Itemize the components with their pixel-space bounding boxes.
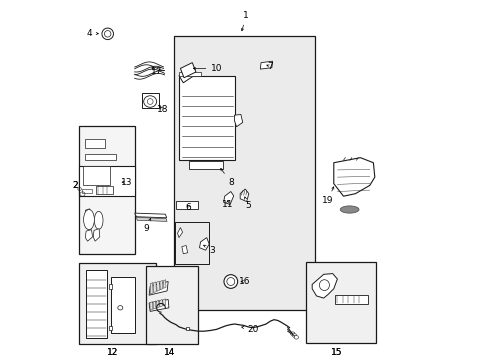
Polygon shape bbox=[85, 230, 92, 241]
Text: 14: 14 bbox=[163, 348, 175, 356]
Ellipse shape bbox=[290, 332, 294, 336]
Polygon shape bbox=[134, 213, 166, 218]
Polygon shape bbox=[199, 238, 209, 250]
Polygon shape bbox=[160, 280, 163, 290]
Text: 11: 11 bbox=[222, 200, 233, 209]
Ellipse shape bbox=[292, 334, 296, 337]
Text: 18: 18 bbox=[156, 105, 168, 114]
Bar bbox=[186, 327, 189, 330]
Polygon shape bbox=[163, 299, 165, 306]
Bar bbox=[81, 189, 92, 193]
Bar bbox=[335, 295, 367, 304]
Bar bbox=[110, 277, 135, 333]
Bar bbox=[79, 263, 156, 344]
Polygon shape bbox=[333, 158, 374, 196]
Text: 5: 5 bbox=[244, 197, 250, 210]
Bar bbox=[79, 166, 134, 196]
Polygon shape bbox=[153, 301, 156, 309]
Text: 20: 20 bbox=[241, 325, 259, 334]
Bar bbox=[188, 161, 223, 169]
Ellipse shape bbox=[83, 210, 94, 230]
Text: 10: 10 bbox=[193, 64, 223, 73]
Bar bbox=[109, 284, 112, 289]
Text: 14: 14 bbox=[163, 348, 175, 356]
Polygon shape bbox=[85, 209, 90, 214]
Bar bbox=[305, 262, 375, 343]
Text: 12: 12 bbox=[107, 348, 119, 356]
Polygon shape bbox=[240, 189, 248, 202]
Polygon shape bbox=[149, 282, 168, 295]
Bar bbox=[83, 166, 110, 185]
Polygon shape bbox=[311, 274, 337, 298]
Ellipse shape bbox=[102, 28, 113, 40]
Bar bbox=[179, 76, 234, 160]
Ellipse shape bbox=[143, 96, 156, 107]
Text: 12: 12 bbox=[107, 348, 119, 356]
Bar bbox=[176, 201, 197, 209]
Bar bbox=[85, 139, 105, 148]
Bar bbox=[109, 326, 112, 330]
Text: 16: 16 bbox=[238, 277, 250, 286]
Polygon shape bbox=[180, 63, 196, 78]
Polygon shape bbox=[153, 282, 156, 293]
Text: 17: 17 bbox=[150, 67, 162, 76]
Text: 2: 2 bbox=[72, 181, 78, 190]
Text: 19: 19 bbox=[321, 187, 333, 205]
Text: 13: 13 bbox=[121, 178, 132, 187]
Text: 1: 1 bbox=[241, 11, 249, 31]
Ellipse shape bbox=[340, 206, 358, 213]
Polygon shape bbox=[150, 283, 153, 294]
Text: 15: 15 bbox=[330, 348, 341, 356]
Polygon shape bbox=[260, 61, 272, 69]
Text: 8: 8 bbox=[220, 168, 234, 188]
Bar bbox=[174, 36, 314, 310]
Polygon shape bbox=[234, 114, 242, 127]
Text: 15: 15 bbox=[330, 348, 341, 356]
Bar bbox=[142, 93, 159, 108]
Ellipse shape bbox=[94, 211, 103, 229]
Polygon shape bbox=[93, 229, 100, 241]
Polygon shape bbox=[163, 280, 166, 288]
Text: 4: 4 bbox=[86, 29, 98, 38]
Text: 6: 6 bbox=[185, 202, 191, 212]
Polygon shape bbox=[177, 228, 182, 238]
Bar bbox=[85, 154, 116, 160]
Bar bbox=[96, 186, 113, 194]
Polygon shape bbox=[136, 217, 167, 221]
Polygon shape bbox=[179, 70, 194, 83]
Text: 7: 7 bbox=[266, 62, 273, 71]
Bar bbox=[86, 270, 107, 338]
Bar bbox=[179, 72, 200, 76]
Text: 2: 2 bbox=[72, 181, 78, 190]
Ellipse shape bbox=[294, 336, 298, 339]
Ellipse shape bbox=[319, 280, 329, 291]
Polygon shape bbox=[159, 300, 162, 307]
Text: 9: 9 bbox=[143, 219, 150, 233]
Polygon shape bbox=[149, 300, 168, 311]
Bar bbox=[79, 126, 134, 254]
Bar bbox=[145, 266, 197, 344]
Polygon shape bbox=[182, 246, 187, 254]
Bar bbox=[175, 222, 208, 264]
Ellipse shape bbox=[224, 275, 237, 288]
Polygon shape bbox=[223, 192, 233, 204]
Bar bbox=[104, 31, 110, 37]
Polygon shape bbox=[149, 302, 152, 310]
Polygon shape bbox=[156, 281, 159, 291]
Polygon shape bbox=[156, 300, 159, 308]
Text: 3: 3 bbox=[203, 245, 215, 255]
